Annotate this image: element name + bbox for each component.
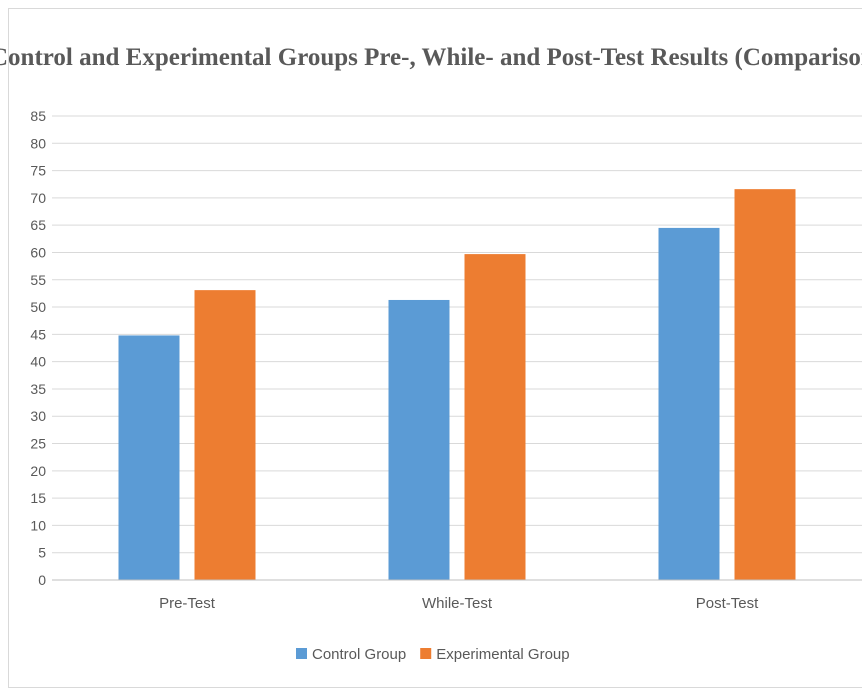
y-tick-label: 55	[30, 272, 46, 288]
y-axis-ticks: 0 5 10 15 20 25 30 35 40 45 50 55 60 65 70 75 80 85	[30, 108, 46, 588]
bar-experimental-group	[464, 254, 526, 581]
x-tick-label: While-Test	[422, 595, 493, 612]
legend-label: Control Group	[312, 646, 406, 663]
legend-swatch	[296, 648, 307, 659]
bar-chart: 0 5 10 15 20 25 30 35 40 45 50 55 60 65 70 75 80 85 Pre-T…	[30, 108, 862, 663]
bar-control-group	[118, 335, 180, 580]
bars	[118, 189, 796, 581]
bar-experimental-group	[734, 189, 796, 580]
y-tick-label: 40	[30, 354, 46, 370]
y-tick-label: 80	[30, 135, 46, 151]
legend[interactable]: Control Group Experimental Group	[296, 646, 570, 663]
y-tick-label: 15	[30, 490, 46, 506]
y-tick-label: 45	[30, 326, 46, 342]
x-axis-ticks: Pre-Test While-Test Post-Test	[159, 595, 759, 612]
y-tick-label: 5	[38, 545, 46, 561]
y-tick-label: 60	[30, 244, 46, 260]
y-tick-label: 25	[30, 436, 46, 452]
y-tick-label: 75	[30, 163, 46, 179]
bar-control-group	[388, 299, 450, 580]
y-tick-label: 35	[30, 381, 46, 397]
y-tick-label: 10	[30, 517, 46, 533]
x-tick-label: Post-Test	[696, 595, 759, 612]
legend-label: Experimental Group	[436, 646, 569, 663]
x-tick-label: Pre-Test	[159, 595, 216, 612]
y-tick-label: 30	[30, 408, 46, 424]
y-tick-label: 0	[38, 572, 46, 588]
y-tick-label: 20	[30, 463, 46, 479]
legend-swatch	[420, 648, 432, 659]
y-tick-label: 50	[30, 299, 46, 315]
y-tick-label: 85	[30, 108, 46, 124]
bar-experimental-group	[194, 290, 256, 580]
y-tick-label: 70	[30, 190, 46, 206]
y-tick-label: 65	[30, 217, 46, 233]
chart-title: Control and Experimental Groups Pre-, Wh…	[0, 44, 862, 71]
gridlines	[52, 115, 862, 554]
bar-control-group	[658, 227, 720, 580]
